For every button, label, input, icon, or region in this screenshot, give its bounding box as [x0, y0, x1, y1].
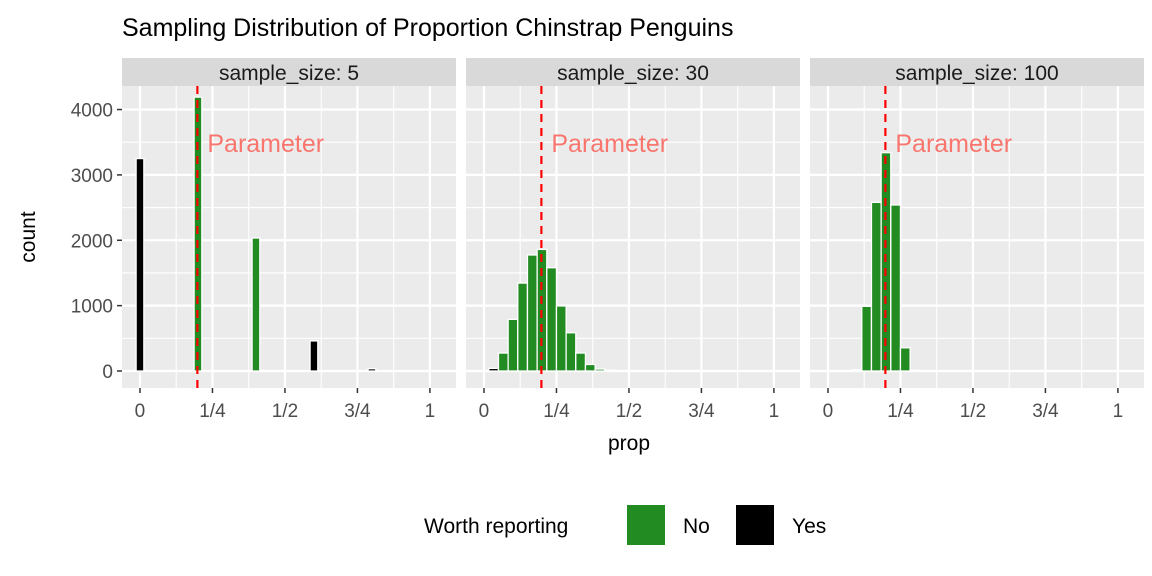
y-axis-label: count [17, 211, 40, 263]
bar [497, 352, 509, 372]
bar [526, 254, 538, 372]
parameter-annotation: Parameter [207, 130, 324, 158]
legend-label-no: No [683, 515, 710, 538]
bar [367, 368, 377, 372]
panel-1: sample_size: 5 Parameter 0 1/4 1/2 3/4 1 0 1000 2… [71, 58, 456, 422]
x-tick-label: 1/4 [199, 401, 226, 422]
panel-2: sample_size: 30 Parameter 0 1/4 1/2 3/4 1 [466, 58, 800, 422]
x-tick-label: 0 [479, 401, 490, 422]
bar [555, 305, 567, 372]
bar [507, 318, 519, 372]
y-tick-label: 1000 [71, 297, 113, 318]
bar [517, 282, 529, 372]
facet-label: sample_size: 5 [219, 62, 359, 85]
bar [870, 201, 882, 372]
x-tick-label: 3/4 [344, 401, 371, 422]
bar [861, 305, 873, 372]
bar [604, 369, 616, 372]
legend-swatch-no [627, 505, 665, 545]
y-tick-label: 0 [102, 362, 113, 383]
y-tick-label: 3000 [71, 166, 113, 187]
chart-title: Sampling Distribution of Proportion Chin… [122, 14, 733, 42]
parameter-annotation: Parameter [551, 130, 668, 158]
x-tick-label: 1/2 [616, 401, 642, 422]
bar [488, 367, 500, 372]
x-axis-label: prop [608, 432, 650, 455]
bar [575, 352, 587, 372]
x-tick-label: 1 [769, 401, 780, 422]
bar [909, 369, 921, 372]
x-tick-label: 3/4 [688, 401, 715, 422]
facet-label: sample_size: 100 [895, 62, 1058, 85]
parameter-annotation: Parameter [895, 130, 1012, 158]
x-tick-label: 0 [823, 401, 834, 422]
plot-area [122, 86, 456, 388]
legend-swatch-yes [736, 505, 774, 545]
bar [135, 157, 145, 372]
bar [565, 332, 577, 372]
x-tick-label: 1 [425, 401, 436, 422]
bar [899, 347, 911, 372]
legend-label-yes: Yes [792, 515, 826, 538]
facet-strip [810, 58, 1144, 86]
bar [594, 368, 606, 372]
y-tick-label: 2000 [71, 231, 113, 252]
bar [546, 267, 558, 372]
x-tick-label: 0 [135, 401, 146, 422]
x-tick-label: 1 [1113, 401, 1124, 422]
x-tick-label: 3/4 [1032, 401, 1059, 422]
facet-strip [466, 58, 800, 86]
panel-3: sample_size: 100 Parameter 0 1/4 1/2 3/4 1 [810, 58, 1144, 422]
bar [309, 340, 319, 372]
legend: Worth reporting No Yes [424, 505, 826, 545]
x-tick-label: 1/4 [887, 401, 914, 422]
bar [584, 363, 596, 372]
legend-title: Worth reporting [424, 515, 568, 538]
x-tick-label: 1/2 [272, 401, 298, 422]
bar [851, 369, 863, 372]
bar [251, 237, 261, 372]
x-tick-label: 1/2 [960, 401, 986, 422]
bar [890, 204, 902, 372]
facet-strip [122, 58, 456, 86]
y-tick-label: 4000 [71, 101, 113, 122]
x-tick-label: 1/4 [543, 401, 570, 422]
facet-label: sample_size: 30 [557, 62, 709, 85]
